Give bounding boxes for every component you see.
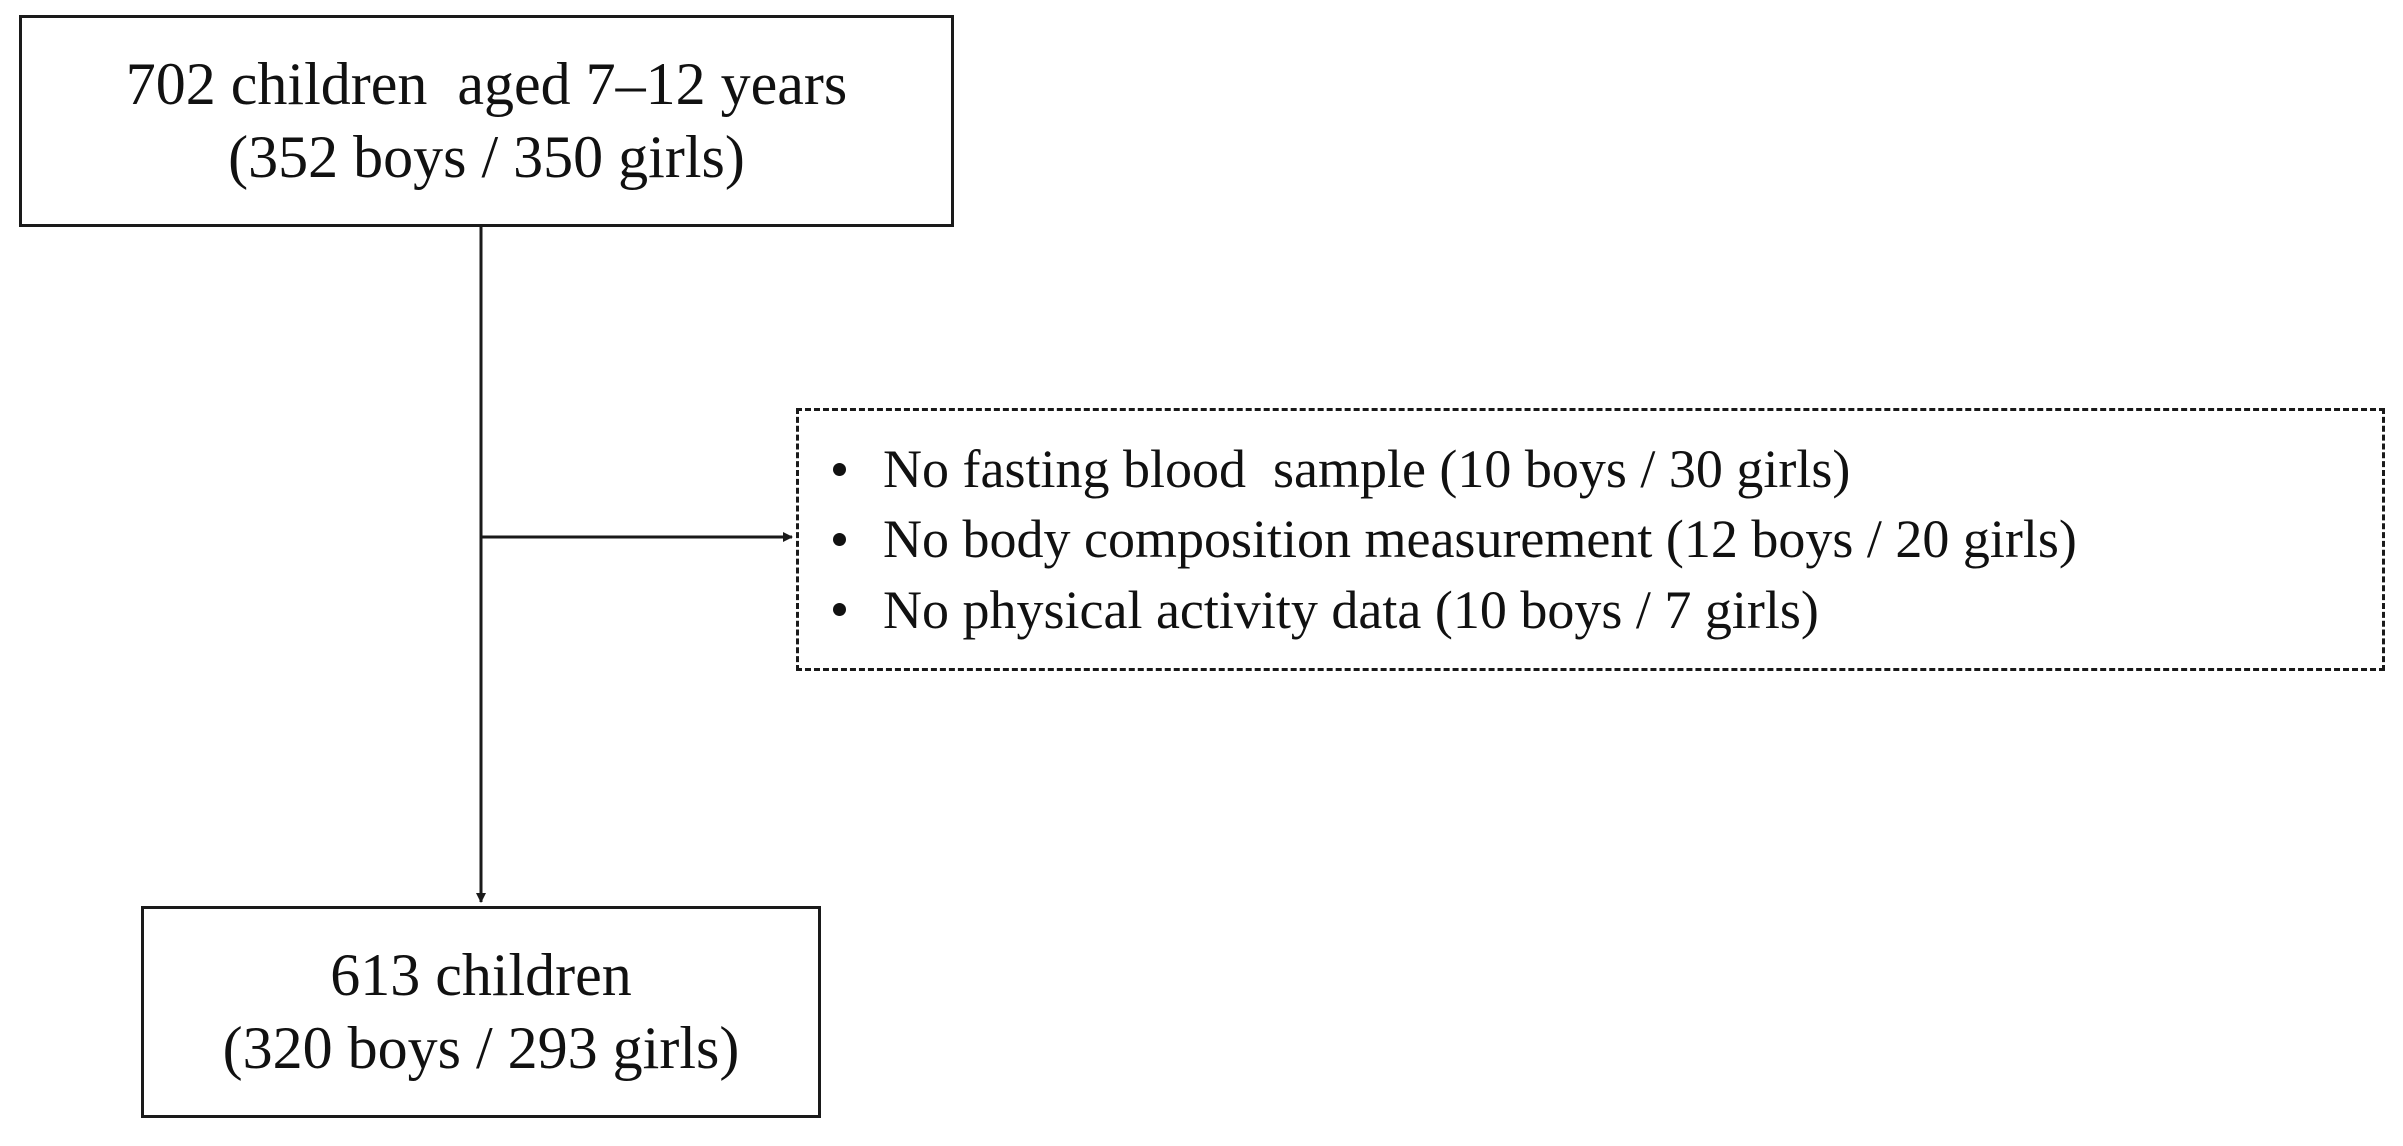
exclusion-item-text: No fasting blood sample (10 boys / 30 gi… — [883, 439, 1851, 500]
exclusion-criteria-box: No fasting blood sample (10 boys / 30 gi… — [796, 408, 2385, 671]
exclusion-list: No fasting blood sample (10 boys / 30 gi… — [833, 434, 2362, 645]
exclusion-item: No physical activity data (10 boys / 7 g… — [833, 575, 2362, 645]
exclusion-item: No fasting blood sample (10 boys / 30 gi… — [833, 434, 2362, 504]
final-cohort-breakdown: (320 boys / 293 girls) — [222, 1015, 740, 1081]
exclusion-item-text: No body composition measurement (12 boys… — [883, 509, 2077, 570]
exclusion-item-text: No physical activity data (10 boys / 7 g… — [883, 579, 1819, 640]
exclusion-item: No body composition measurement (12 boys… — [833, 504, 2362, 574]
initial-cohort-box: 702 children aged 7–12 years (352 boys /… — [19, 15, 954, 227]
bullet-icon — [833, 603, 846, 617]
bullet-icon — [833, 533, 846, 546]
bullet-icon — [833, 462, 846, 476]
initial-cohort-breakdown: (352 boys / 350 girls) — [228, 124, 745, 190]
initial-cohort-count: 702 children aged 7–12 years — [125, 50, 848, 117]
final-cohort-count: 613 children — [330, 941, 632, 1008]
final-cohort-box: 613 children (320 boys / 293 girls) — [141, 906, 821, 1118]
